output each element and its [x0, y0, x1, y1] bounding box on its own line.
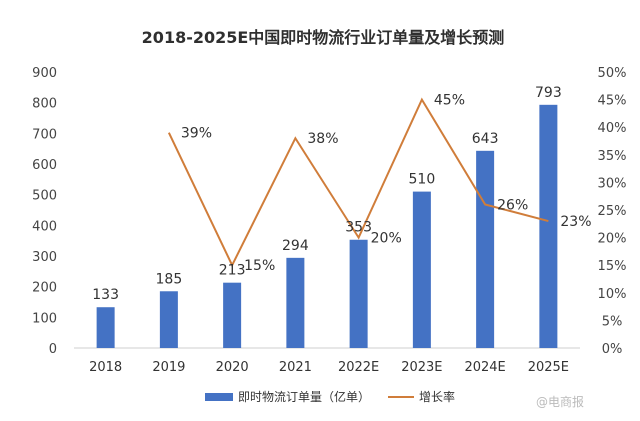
x-tick-label: 2019 — [152, 360, 185, 375]
bar-series — [96, 104, 558, 349]
bar-value-label: 213 — [219, 263, 246, 279]
bar — [412, 191, 431, 348]
x-tick-label: 2022E — [338, 360, 379, 375]
right-tick-label: 5% — [602, 314, 623, 329]
bar — [539, 104, 558, 349]
x-tick-label: 2021 — [279, 360, 312, 375]
bar-value-label: 643 — [472, 131, 499, 147]
growth-line — [167, 97, 549, 268]
x-tick-label: 2025E — [528, 360, 569, 375]
bar — [349, 239, 368, 348]
bar-value-label: 793 — [535, 85, 562, 101]
line-value-label: 38% — [307, 131, 338, 147]
line-value-label: 23% — [560, 214, 591, 230]
left-axis: 0 100 200 300 400 500 600 700 800 900 — [32, 66, 57, 357]
right-tick-label: 20% — [598, 232, 627, 247]
right-tick-label: 25% — [598, 204, 627, 219]
right-axis: 0% 5% 10% 15% 20% 25% 30% 35% 40% 45% 50% — [598, 66, 627, 357]
right-tick-label: 45% — [598, 94, 627, 109]
chart-title: 2018-2025E中国即时物流行业订单量及增长预测 — [142, 28, 505, 47]
x-tick-label: 2024E — [464, 360, 505, 375]
bar-value-label: 510 — [409, 172, 436, 188]
left-tick-label: 100 — [32, 311, 57, 326]
line-value-labels: 39% 15% 38% 20% 45% 26% 23% — [181, 93, 592, 275]
left-tick-label: 200 — [32, 281, 57, 296]
right-tick-label: 0% — [602, 342, 623, 357]
bar — [223, 282, 242, 348]
legend: 即时物流订单量（亿单） 增长率 — [205, 389, 455, 404]
bar-value-label: 353 — [345, 220, 372, 236]
legend-label-line: 增长率 — [419, 389, 455, 404]
right-tick-label: 15% — [598, 259, 627, 274]
x-tick-label: 2020 — [216, 360, 249, 375]
line-value-label: 26% — [497, 197, 528, 213]
left-tick-label: 0 — [49, 342, 57, 357]
bar-value-label: 133 — [92, 287, 119, 303]
bar-value-labels: 133 185 213 294 353 510 643 793 — [92, 85, 561, 303]
line-value-label: 15% — [244, 258, 275, 274]
line-series — [167, 97, 549, 268]
left-tick-label: 800 — [32, 97, 57, 112]
right-tick-label: 40% — [598, 121, 627, 136]
left-tick-label: 500 — [32, 189, 57, 204]
left-tick-label: 900 — [32, 66, 57, 81]
right-tick-label: 35% — [598, 149, 627, 164]
bar — [96, 307, 115, 348]
bar — [159, 291, 178, 348]
bar — [476, 150, 495, 348]
right-tick-label: 10% — [598, 287, 627, 302]
bar-value-label: 294 — [282, 238, 309, 254]
line-value-label: 39% — [181, 126, 212, 142]
right-tick-label: 30% — [598, 176, 627, 191]
legend-swatch-bar — [205, 393, 233, 401]
right-tick-label: 50% — [598, 66, 627, 81]
bar — [286, 257, 305, 348]
x-tick-label: 2023E — [401, 360, 442, 375]
left-tick-label: 400 — [32, 219, 57, 234]
legend-label-bar: 即时物流订单量（亿单） — [238, 389, 370, 404]
bar-value-label: 185 — [156, 271, 183, 287]
watermark-text: @电商报 — [536, 394, 584, 409]
left-tick-label: 300 — [32, 250, 57, 265]
line-value-label: 20% — [371, 231, 402, 247]
line-value-label: 45% — [434, 93, 465, 109]
x-tick-label: 2018 — [89, 360, 122, 375]
left-tick-label: 600 — [32, 158, 57, 173]
left-tick-label: 700 — [32, 127, 57, 142]
x-axis-labels: 2018 2019 2020 2021 2022E 2023E 2024E 2025E — [89, 360, 569, 375]
